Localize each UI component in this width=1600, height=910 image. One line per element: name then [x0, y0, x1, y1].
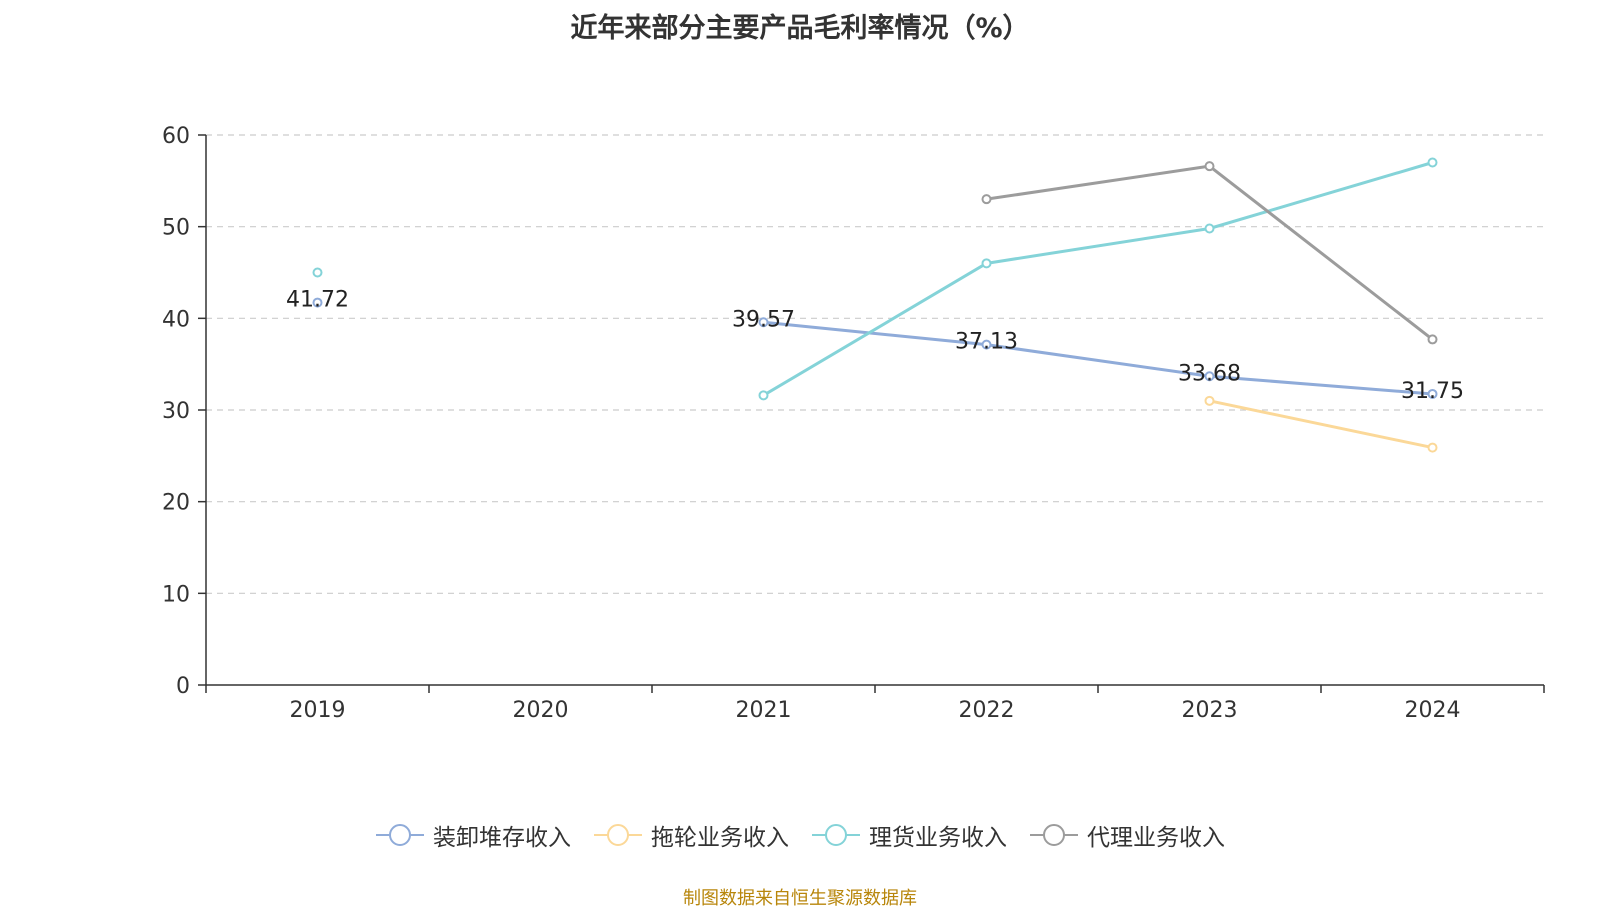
data-point	[312, 267, 323, 278]
data-label: 37.13	[955, 330, 1018, 355]
source-note: 制图数据来自恒生聚源数据库	[683, 888, 917, 909]
y-tick-label: 20	[162, 491, 190, 516]
data-point	[1427, 388, 1438, 399]
legend-label: 装卸堆存收入	[433, 825, 571, 851]
legend-label: 代理业务收入	[1087, 825, 1225, 851]
data-label: 33.68	[1178, 361, 1241, 386]
data-point	[1427, 334, 1438, 345]
series-3	[312, 157, 1438, 401]
data-point	[981, 194, 992, 205]
data-point	[1204, 395, 1215, 406]
legend-swatch-marker	[825, 824, 847, 846]
legend-item[interactable]: 理货业务收入	[811, 818, 1007, 852]
legend-item[interactable]: 拖轮业务收入	[593, 818, 789, 852]
data-point	[1204, 161, 1215, 172]
x-tick-label: 2019	[290, 698, 346, 723]
data-label: 41.72	[286, 288, 349, 313]
y-tick-label: 0	[176, 674, 190, 699]
x-tick-label: 2021	[736, 698, 792, 723]
data-point	[758, 317, 769, 328]
grid-lines	[206, 134, 1544, 594]
data-label: 39.57	[732, 307, 795, 332]
y-tick-label: 30	[162, 399, 190, 424]
series-line	[763, 320, 1433, 396]
data-point	[758, 390, 769, 401]
series-4	[981, 161, 1438, 345]
legend-swatch-icon	[594, 824, 642, 846]
series-line	[1209, 399, 1433, 450]
series-2	[1204, 395, 1438, 453]
x-tick-label: 2022	[959, 698, 1015, 723]
series-lines	[312, 157, 1438, 453]
legend-swatch-icon	[376, 824, 424, 846]
data-point	[312, 297, 323, 308]
legend-swatch-marker	[607, 824, 629, 846]
data-point	[981, 258, 992, 269]
legend-label: 理货业务收入	[869, 825, 1007, 851]
x-tick-label: 2020	[513, 698, 569, 723]
legend-swatch-marker	[389, 824, 411, 846]
y-tick-label: 40	[162, 307, 190, 332]
series-1	[312, 297, 1438, 399]
chart-title: 近年来部分主要产品毛利率情况（%）	[570, 13, 1030, 44]
y-tick-label: 50	[162, 216, 190, 241]
axes: 0 10 20 30 40 50 60 2019 2020 2021 2022 2023 2024	[162, 124, 1545, 723]
x-tick-label: 2023	[1182, 698, 1238, 723]
data-label: 31.75	[1401, 379, 1464, 404]
legend: 装卸堆存收入 拖轮业务收入 理货业务收入 代理业务收入	[0, 818, 1600, 852]
data-point	[1427, 157, 1438, 168]
x-tick-label: 2024	[1405, 698, 1461, 723]
legend-item[interactable]: 装卸堆存收入	[375, 818, 571, 852]
legend-label: 拖轮业务收入	[651, 825, 789, 851]
data-point	[1204, 223, 1215, 234]
data-labels: 41.72 39.57 37.13 33.68 31.75	[286, 288, 1464, 404]
y-tick-label: 10	[162, 582, 190, 607]
data-point	[1427, 442, 1438, 453]
data-point	[981, 339, 992, 350]
legend-item[interactable]: 代理业务收入	[1029, 818, 1225, 852]
y-tick-label: 60	[162, 124, 190, 149]
legend-swatch-icon	[812, 824, 860, 846]
legend-swatch-marker	[1043, 824, 1065, 846]
series-line	[762, 161, 1433, 397]
data-point	[1204, 371, 1215, 382]
legend-swatch-icon	[1030, 824, 1078, 846]
